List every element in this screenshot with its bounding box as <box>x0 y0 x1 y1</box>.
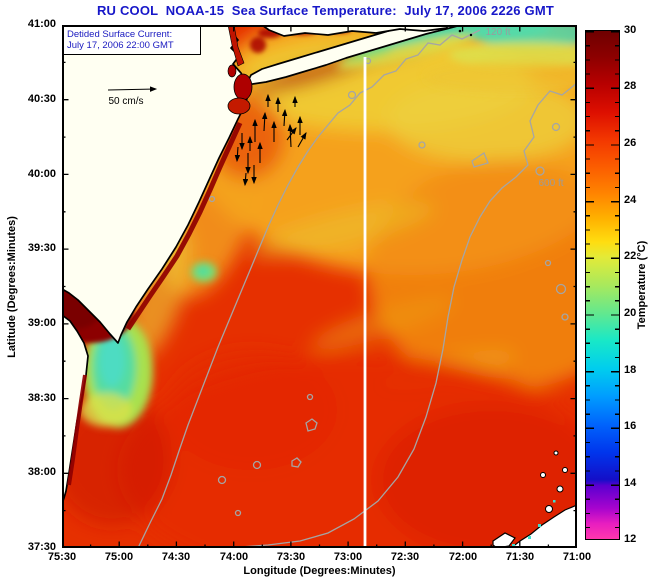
annotation-line2: July 17, 2006 22:00 GMT <box>67 40 174 52</box>
cloud-mask <box>492 450 577 548</box>
colorbar-tick-label: 30 <box>624 24 637 36</box>
nj-coastal-lagoons <box>125 121 243 331</box>
colorbar-tick-label: 22 <box>624 250 637 262</box>
colorbar-title: Temperature (°C) <box>636 240 648 330</box>
scale-arrow-icon <box>107 86 158 92</box>
y-tick-label: 40:00 <box>27 168 56 180</box>
y-tick-label: 37:30 <box>27 541 56 553</box>
island-dot <box>469 33 473 37</box>
x-tick-label: 75:00 <box>104 551 134 563</box>
y-axis-title: Latitude (Degrees:Minutes) <box>6 216 18 358</box>
island-dot <box>458 29 462 33</box>
x-axis-title: Longitude (Degrees:Minutes) <box>243 565 396 577</box>
colorbar <box>585 30 620 540</box>
scale-arrow-label: 50 cm/s <box>108 96 144 107</box>
isobath-120ft-label: 120 ft <box>485 27 511 38</box>
isobath-contours <box>137 29 577 548</box>
x-tick-label: 73:00 <box>333 551 363 563</box>
colorbar-tick-label: 14 <box>624 477 637 489</box>
figure-title: RU COOL NOAA-15 Sea Surface Temperature:… <box>96 3 555 18</box>
white-transect-line <box>363 57 367 548</box>
colorbar-major-ticks-left <box>586 31 594 539</box>
isobath-600ft-label: 600 ft <box>538 178 564 189</box>
plot-border <box>62 25 577 548</box>
x-tick-label: 73:30 <box>276 551 306 563</box>
colorbar-tick-label: 28 <box>624 80 637 92</box>
y-tick-label: 38:30 <box>27 392 56 404</box>
colorbar-tick-label: 18 <box>624 364 637 376</box>
y-tick-label: 40:30 <box>27 93 56 105</box>
annotation-line1: Detided Surface Current: <box>67 29 173 40</box>
land-long-island <box>245 25 464 86</box>
current-vectors <box>107 86 307 187</box>
x-tick-label: 71:30 <box>505 551 535 563</box>
colorbar-tick-label: 12 <box>624 533 637 545</box>
annotation-box: Detided Surface Current: July 17, 2006 2… <box>63 26 201 55</box>
rivers-and-bays <box>67 25 253 486</box>
colorbar-major-ticks-right <box>611 31 619 539</box>
x-tick-label: 71:00 <box>562 551 592 563</box>
y-tick-label: 39:30 <box>27 242 56 254</box>
colorbar-tick-label: 20 <box>624 307 637 319</box>
land-connecticut-shore <box>261 25 448 37</box>
x-tick-label: 74:30 <box>161 551 191 563</box>
x-tick-label: 74:00 <box>219 551 249 563</box>
sst-cool-features <box>80 25 577 428</box>
delmarva-coastal-lagoons <box>67 374 87 486</box>
x-tick-label: 75:30 <box>47 551 77 563</box>
x-tick-label: 72:30 <box>390 551 420 563</box>
x-tick-label: 72:00 <box>448 551 478 563</box>
colorbar-tick-label: 16 <box>624 420 637 432</box>
y-tick-label: 38:00 <box>27 466 56 478</box>
sst-map-canvas <box>62 25 577 548</box>
colorbar-tick-label: 24 <box>624 194 637 206</box>
y-tick-label: 41:00 <box>27 18 56 30</box>
y-tick-label: 39:00 <box>27 317 56 329</box>
colorbar-tick-label: 26 <box>624 137 637 149</box>
sst-map <box>62 25 577 548</box>
